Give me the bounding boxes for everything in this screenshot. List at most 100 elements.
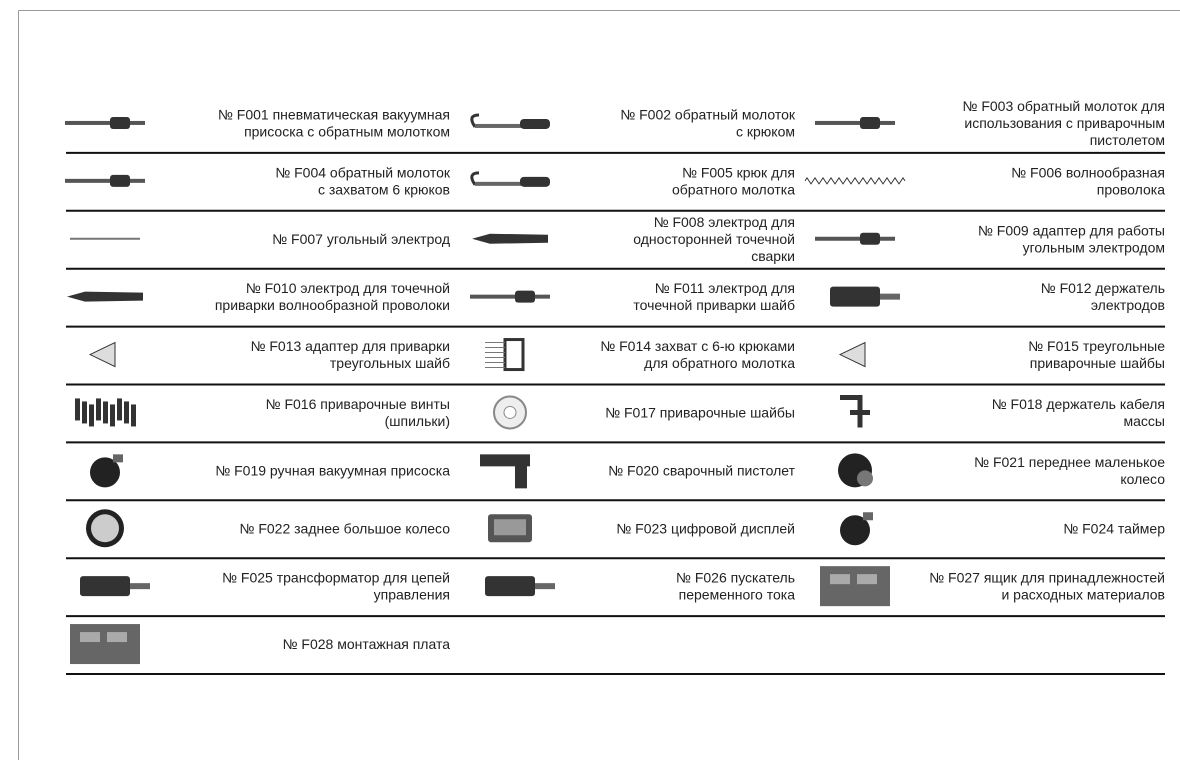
icon-part [96,398,101,421]
item-label: угольным электродом [1023,239,1165,255]
item-label: с захватом 6 крюков [318,181,450,197]
icon-part [117,398,122,421]
icon-part [103,401,108,424]
icon-part [475,123,525,128]
item-label: присоска с обратным молотком [244,123,450,139]
icon-part [520,118,550,129]
item-label: точечной приварки шайб [633,297,795,313]
item-label: и расходных материалов [1001,587,1165,603]
icon-part [110,174,130,187]
catalog-item: № F017 приварочные шайбы [493,395,795,430]
icon-part [70,237,140,240]
icon-part [838,341,866,368]
icon-part [67,291,143,302]
item-label: № F009 адаптер для работы [978,222,1165,238]
icon-part [863,512,873,521]
icon-part [820,566,890,607]
icon-part [65,120,145,125]
icon-part [503,405,517,419]
catalog-item: № F019 ручная вакуумная присоска [90,454,450,488]
icon-part [515,464,527,489]
item-label: односторонней точечной [633,231,795,247]
item-label: № F014 захват с 6-ю крюками [600,338,795,354]
item-label: переменного тока [679,587,796,603]
icon-part [113,454,123,463]
icon-part [470,113,480,128]
item-label: сварки [751,248,795,264]
item-label: управления [374,587,450,603]
icon-part [815,236,895,241]
item-label: № F016 приварочные винты [266,396,450,412]
icon-part [860,116,880,129]
item-label: массы [1124,413,1165,429]
item-label: № F004 обратный молоток [275,164,451,180]
item-label: треугольных шайб [330,355,450,371]
item-label: № F007 угольный электрод [272,231,450,247]
icon-part [503,338,525,372]
item-label: № F011 электрод для [655,280,795,296]
item-label: № F008 электрод для [654,214,795,230]
icon-part [80,632,100,643]
item-label: № F006 волнообразная [1011,164,1165,180]
icon-part [91,514,119,543]
icon-part [70,624,140,665]
item-label: № F003 обратный молоток для [962,98,1165,114]
catalog-item: № F007 угольный электрод [70,231,450,247]
icon-part [480,454,530,467]
catalog-item: № F023 цифровой дисплей [488,514,795,543]
icon-part [470,294,550,299]
catalog-item: № F022 заднее большое колесо [86,509,450,548]
icon-part [840,394,870,428]
item-label: с крюком [736,123,795,139]
item-label: электродов [1091,297,1165,313]
item-label: № F028 монтажная плата [282,636,450,652]
item-label: использования с приварочным [964,115,1165,131]
icon-part [830,286,880,307]
item-label: № F025 трансформатор для цепей [222,570,450,586]
item-label: обратного молотка [672,181,795,197]
item-label: № F020 сварочный пистолет [608,462,795,478]
catalog-item: № F003 обратный молоток дляиспользования… [815,98,1165,148]
icon-part [107,632,127,643]
icon-part [860,232,880,245]
item-label: № F022 заднее большое колесо [239,520,450,536]
icon-part [80,576,130,597]
icon-part [857,574,877,585]
item-label: № F013 адаптер для приварки [250,338,450,354]
item-label: № F026 пускатель [676,570,795,586]
catalog-item: № F024 таймер [840,512,1165,546]
icon-part [130,583,150,590]
item-label: № F002 обратный молоток [620,106,796,122]
icon-part [804,176,906,185]
icon-part [89,404,94,427]
item-label: № F023 цифровой дисплей [616,520,795,536]
icon-part [110,404,115,427]
icon-part [494,519,526,536]
item-label: № F005 крюк для [682,164,795,180]
item-label: проволока [1097,181,1165,197]
icon-part [82,401,87,424]
icon-part [485,576,535,597]
icon-part [880,293,900,300]
item-label: приварки волнообразной проволоки [215,297,450,313]
item-label: № F019 ручная вакуумная присоска [215,462,450,478]
item-label: колесо [1120,471,1165,487]
item-label: для обратного молотка [644,355,795,371]
icon-part [515,290,535,303]
icon-part [840,515,870,546]
icon-part [110,116,130,129]
icon-part [535,583,555,590]
icon-part [472,233,548,244]
icon-part [857,470,873,487]
